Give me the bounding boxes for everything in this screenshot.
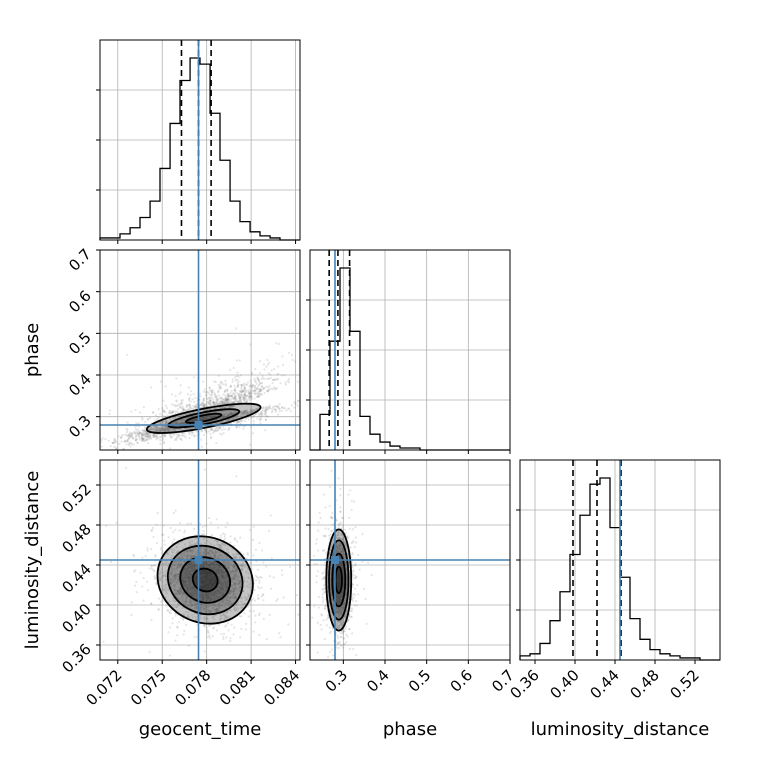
panel-frame <box>99 459 301 661</box>
contour <box>185 412 223 424</box>
panel-frame <box>99 249 301 451</box>
truth-marker <box>194 556 203 564</box>
truth-marker <box>194 421 203 429</box>
histogram-steps <box>99 57 300 241</box>
contour <box>328 539 350 621</box>
histogram-luminosity-distance-panel <box>516 459 721 664</box>
truth-marker <box>331 556 339 564</box>
panel-frame <box>519 459 721 661</box>
scatter-phase-vs-luminosity-distance-panel <box>306 459 511 664</box>
contour <box>166 544 244 616</box>
scatter-geocent-time-vs-luminosity-distance-panel <box>96 459 301 664</box>
histogram-steps <box>519 477 720 661</box>
contour-lines <box>145 402 262 434</box>
contour <box>331 552 347 608</box>
panel-frame <box>99 39 301 241</box>
x-axis-label-luminosity-distance: luminosity_distance <box>531 719 710 740</box>
x-axis-label-phase: phase <box>383 719 437 740</box>
x-axis-label-geocent-time: geocent_time <box>139 719 262 740</box>
panel-frame <box>309 459 511 661</box>
histogram-geocent-time-panel <box>96 39 301 244</box>
contour <box>145 402 262 434</box>
contour <box>325 528 353 632</box>
y-axis-label-phase: phase <box>22 323 43 377</box>
scatter-geocent-time-vs-phase-panel <box>96 249 301 454</box>
y-axis-label-luminosity-distance: luminosity_distance <box>22 471 43 650</box>
panel-frame <box>309 249 511 451</box>
histogram-phase-panel <box>306 249 511 454</box>
contour <box>191 567 219 593</box>
